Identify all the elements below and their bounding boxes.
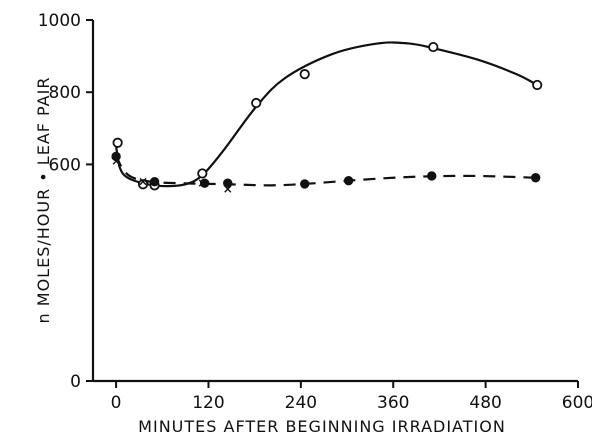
y-tick-label: 800	[49, 83, 81, 103]
x-tick-label: 240	[285, 393, 317, 413]
filled-circle-point	[149, 177, 160, 187]
open-circle-point	[428, 41, 439, 53]
open-circle-point	[197, 168, 208, 179]
x-marker-point: ×	[197, 176, 207, 190]
axes	[91, 20, 578, 383]
x-marker-point: ×	[223, 182, 233, 196]
data-points: × × × ×	[111, 41, 543, 196]
solid-curve	[115, 41, 538, 188]
y-tick-label: 600	[49, 155, 81, 175]
open-circle-point	[137, 179, 149, 190]
x-axis-label: MINUTES AFTER BEGINNING IRRADIATION	[138, 417, 506, 436]
y-axis-label: n MOLES/HOUR • LEAF PAIR	[34, 77, 53, 324]
x-marker-point: ×	[111, 154, 121, 168]
filled-circle-point	[343, 175, 354, 186]
y-tick-label: 0	[70, 372, 81, 392]
x-tick-label: 600	[562, 393, 592, 413]
filled-circle-point	[199, 178, 210, 188]
filled-circle-point	[223, 178, 233, 188]
open-circle-point	[532, 79, 543, 91]
filled-circle-point	[427, 171, 437, 181]
x-tick-label: 480	[469, 393, 501, 413]
x-tick-label: 120	[192, 393, 224, 413]
dashed-curve	[115, 154, 536, 187]
open-circle-point	[112, 137, 123, 148]
open-circle-point	[251, 97, 262, 109]
ticks: 0 120 240 360 480 600 0 600 800 1000	[38, 11, 592, 413]
x-tick-label: 360	[377, 393, 409, 413]
filled-circle-point	[300, 179, 310, 189]
x-tick-label: 0	[111, 393, 122, 413]
curves	[115, 41, 538, 188]
y-tick-label: 1000	[38, 11, 81, 31]
filled-circle-point	[111, 151, 121, 162]
open-circle-point	[299, 69, 310, 80]
filled-circle-point	[530, 173, 541, 183]
x-marker-point: ×	[138, 174, 148, 188]
